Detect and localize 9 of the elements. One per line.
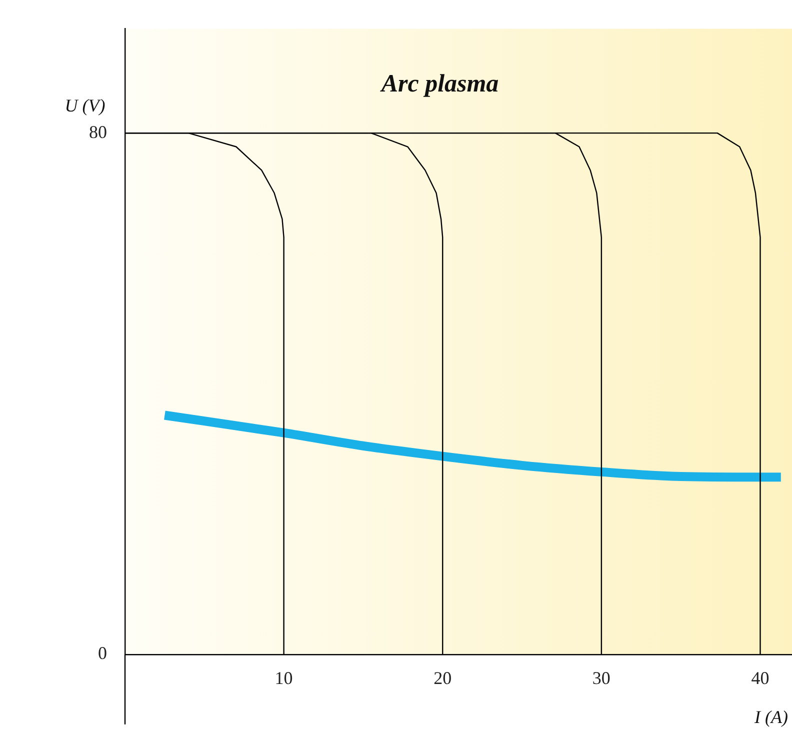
x-tick-label: 20 xyxy=(434,668,452,688)
text: Arc plasma xyxy=(379,70,499,98)
y-tick-label: 80 xyxy=(89,122,107,142)
x-axis-title: I (A) xyxy=(754,707,788,728)
x-tick-label: 10 xyxy=(274,668,293,688)
x-tick-label: 40 xyxy=(751,668,770,688)
y-tick-label: 0 xyxy=(98,643,107,664)
y-axis-title: U (V) xyxy=(64,96,106,116)
x-tick-label: 30 xyxy=(592,668,610,688)
